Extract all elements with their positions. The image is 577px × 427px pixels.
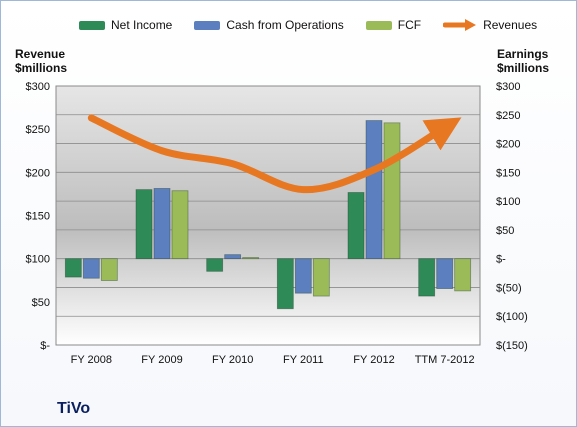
bar-fcf <box>171 190 189 260</box>
bar-fcf <box>454 258 472 292</box>
legend-arrow-icon <box>443 19 477 31</box>
legend-item-net-income: Net Income <box>79 18 172 32</box>
legend-item-fcf: FCF <box>365 18 422 32</box>
plot-area <box>55 85 481 346</box>
category-label: FY 2009 <box>141 354 182 366</box>
legend-label-cfo: Cash from Operations <box>226 18 344 32</box>
left-tick-label: $200 <box>26 167 50 179</box>
right-axis-title-line2: $millions <box>497 61 550 75</box>
bar-cash-from-operations <box>436 258 454 289</box>
right-tick-label: $(100) <box>496 311 528 323</box>
right-tick-label: $50 <box>496 225 514 237</box>
revenue-line <box>87 114 462 194</box>
left-tick-label: $300 <box>26 81 50 93</box>
right-tick-label: $100 <box>496 196 520 208</box>
bar-net-income <box>135 189 153 260</box>
left-tick-label: $150 <box>26 211 50 223</box>
legend-label-revenues: Revenues <box>483 18 538 32</box>
legend-swatch-fcf <box>365 20 392 30</box>
right-tick-label: $(50) <box>496 282 522 294</box>
legend-swatch-cfo <box>194 20 221 30</box>
category-label: TTM 7-2012 <box>415 354 475 366</box>
bar-cash-from-operations <box>294 258 312 294</box>
left-tick-label: $- <box>40 340 50 352</box>
legend-label-fcf: FCF <box>397 18 422 32</box>
legend-item-cfo: Cash from Operations <box>194 18 344 32</box>
left-axis-title-line1: Revenue <box>15 47 66 61</box>
legend-label-net-income: Net Income <box>111 18 173 32</box>
company-name: TiVo <box>57 400 91 417</box>
legend: Net Income Cash from Operations FCF Reve… <box>79 15 537 35</box>
category-label: FY 2010 <box>212 354 253 366</box>
bar-cash-from-operations <box>153 188 171 260</box>
legend-item-revenues: Revenues <box>443 18 537 32</box>
right-axis-title-line1: Earnings <box>497 47 549 61</box>
bar-net-income <box>347 192 365 260</box>
category-label: FY 2011 <box>283 354 324 366</box>
category-label: FY 2008 <box>71 354 112 366</box>
left-tick-label: $50 <box>32 297 50 309</box>
left-tick-label: $250 <box>26 124 50 136</box>
bar-fcf <box>242 257 260 260</box>
right-tick-label: $(150) <box>496 340 528 352</box>
right-tick-label: $- <box>496 254 506 266</box>
bar-net-income <box>418 258 436 297</box>
bar-net-income <box>64 258 82 278</box>
right-tick-label: $200 <box>496 139 520 151</box>
bar-fcf <box>312 258 330 297</box>
bar-fcf <box>100 258 118 281</box>
bar-cash-from-operations <box>365 120 383 260</box>
right-tick-label: $250 <box>496 110 520 122</box>
bar-net-income <box>276 258 294 310</box>
bar-net-income <box>206 258 224 272</box>
left-axis-title-line2: $millions <box>15 61 68 75</box>
right-axis-title: Earnings $millions <box>497 47 549 75</box>
left-tick-label: $100 <box>26 254 50 266</box>
bar-cash-from-operations <box>82 258 100 279</box>
bar-cash-from-operations <box>224 254 242 260</box>
left-axis-title: Revenue $millions <box>15 47 67 75</box>
right-tick-label: $300 <box>496 81 520 93</box>
legend-swatch-net-income <box>79 20 105 30</box>
bar-fcf <box>383 122 401 260</box>
category-label: FY 2012 <box>353 354 394 366</box>
right-tick-label: $150 <box>496 167 520 179</box>
